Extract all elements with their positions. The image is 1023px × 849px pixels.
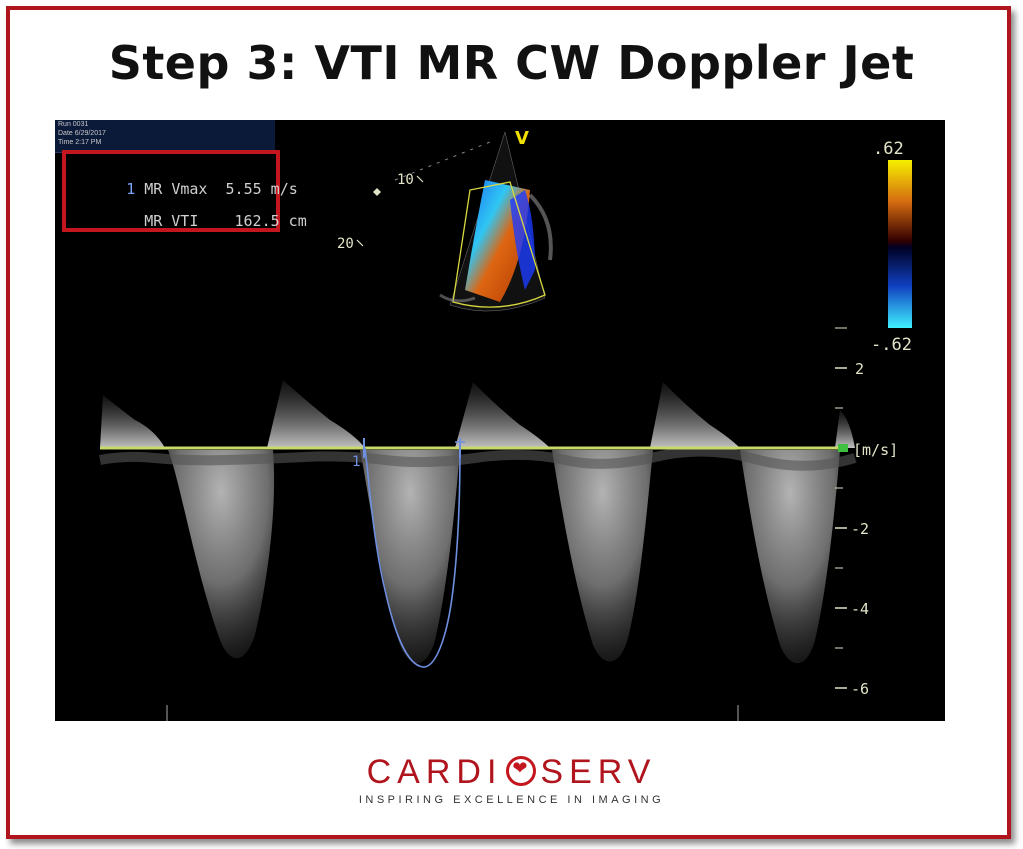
scale-tick-minus-6: -6 bbox=[851, 680, 869, 698]
scale-tick-minus-4: -4 bbox=[851, 600, 869, 618]
color-doppler-sector: V 10 20 bbox=[337, 128, 553, 312]
doppler-spectrum bbox=[99, 380, 857, 664]
date-label: Date 6/29/2017 bbox=[58, 130, 106, 137]
velocity-scale: 2 [m/s] -2 -4 -6 bbox=[835, 327, 898, 698]
vti-trace-label: 1 bbox=[352, 454, 361, 470]
slide-title: Step 3: VTI MR CW Doppler Jet bbox=[108, 36, 915, 90]
scale-unit: [m/s] bbox=[853, 441, 898, 459]
scale-tick-minus-2: -2 bbox=[851, 520, 869, 538]
vti-trace: 1 bbox=[352, 438, 465, 668]
brand-logo: CARDI SERV INSPIRING EXCELLENCE IN IMAGIN… bbox=[0, 753, 1023, 806]
exam-info-header: Run 0031 Date 6/29/2017 Time 2:17 PM bbox=[55, 120, 275, 153]
brand-part1: CARDI bbox=[366, 753, 503, 791]
color-scale-bar bbox=[888, 160, 912, 328]
color-scale-max: .62 bbox=[873, 139, 904, 159]
heart-icon bbox=[506, 756, 537, 786]
measurement-row-vmax: 1 MR Vmax 5.55 m/s bbox=[72, 162, 298, 216]
run-label: Run 0031 bbox=[58, 121, 89, 128]
depth-label-10: 10 bbox=[397, 172, 414, 188]
measurement-value: 5.55 m/s bbox=[225, 180, 298, 198]
color-scale-min: -.62 bbox=[871, 335, 912, 355]
brand-part2: SERV bbox=[540, 753, 657, 791]
measurement-value: 162.5 cm bbox=[234, 212, 307, 230]
brand-tagline: INSPIRING EXCELLENCE IN IMAGING bbox=[358, 794, 665, 806]
measurement-box: 1 MR Vmax 5.55 m/s MR VTI 162.5 cm bbox=[62, 150, 307, 232]
scale-tick-2: 2 bbox=[855, 360, 864, 378]
measurement-index: 1 bbox=[126, 180, 136, 198]
time-label: Time 2:17 PM bbox=[58, 139, 102, 146]
baseline-marker bbox=[838, 444, 848, 452]
doppler-image: V 10 20 .62 -.62 bbox=[55, 120, 945, 721]
doppler-canvas: V 10 20 .62 -.62 bbox=[99, 128, 912, 721]
sector-marker: V bbox=[515, 128, 529, 149]
depth-label-20: 20 bbox=[337, 236, 354, 252]
measurement-label: MR Vmax bbox=[144, 180, 208, 198]
measurement-row-vti: MR VTI 162.5 cm bbox=[90, 194, 307, 248]
measurement-label: MR VTI bbox=[144, 212, 199, 230]
